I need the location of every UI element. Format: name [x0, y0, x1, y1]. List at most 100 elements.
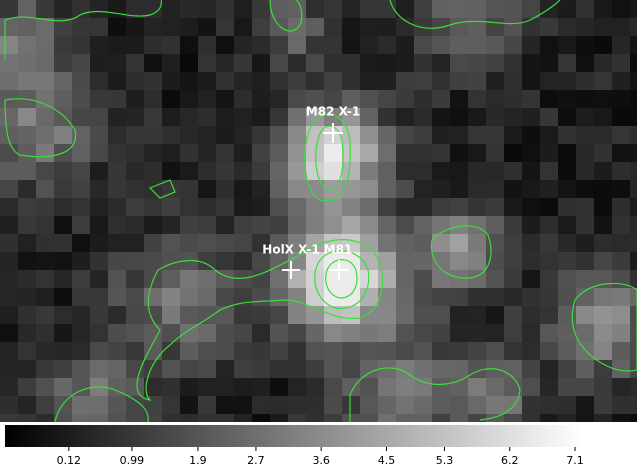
pixel	[324, 162, 342, 180]
pixel	[486, 270, 504, 288]
pixel	[108, 216, 126, 234]
pixel	[180, 198, 198, 216]
pixel	[594, 216, 612, 234]
pixel	[216, 54, 234, 72]
pixel	[432, 306, 450, 324]
pixel	[198, 180, 216, 198]
pixel	[198, 54, 216, 72]
pixel	[324, 396, 342, 414]
pixel	[558, 198, 576, 216]
pixel	[558, 342, 576, 360]
pixel	[144, 252, 162, 270]
pixel	[216, 18, 234, 36]
pixel	[18, 126, 36, 144]
pixel	[450, 18, 468, 36]
pixel	[198, 252, 216, 270]
pixel	[468, 108, 486, 126]
pixel	[18, 18, 36, 36]
pixel	[234, 180, 252, 198]
pixel	[252, 162, 270, 180]
pixel	[360, 378, 378, 396]
pixel	[144, 342, 162, 360]
pixel	[162, 144, 180, 162]
pixel	[450, 198, 468, 216]
pixel	[108, 18, 126, 36]
pixel	[180, 72, 198, 90]
pixel	[216, 180, 234, 198]
pixel	[234, 72, 252, 90]
pixel	[612, 90, 630, 108]
pixel	[342, 18, 360, 36]
pixel	[198, 0, 216, 18]
pixel	[630, 198, 637, 216]
pixel	[90, 0, 108, 18]
pixel	[576, 324, 594, 342]
pixel	[540, 126, 558, 144]
pixel	[468, 36, 486, 54]
pixel	[252, 90, 270, 108]
pixel	[306, 126, 324, 144]
pixel	[234, 162, 252, 180]
pixel	[288, 90, 306, 108]
pixel	[360, 72, 378, 90]
pixel	[468, 234, 486, 252]
pixel	[144, 414, 162, 422]
pixel	[360, 90, 378, 108]
pixel	[54, 216, 72, 234]
pixel	[180, 36, 198, 54]
pixel	[468, 162, 486, 180]
pixel	[234, 414, 252, 422]
pixel	[468, 216, 486, 234]
pixel	[576, 90, 594, 108]
pixel	[468, 198, 486, 216]
pixel	[108, 324, 126, 342]
pixel	[504, 216, 522, 234]
pixel	[126, 378, 144, 396]
pixel	[378, 90, 396, 108]
pixel	[378, 414, 396, 422]
pixel	[216, 0, 234, 18]
pixel	[378, 270, 396, 288]
pixel	[18, 198, 36, 216]
pixel	[252, 342, 270, 360]
pixel	[0, 72, 18, 90]
pixel	[558, 288, 576, 306]
pixel	[540, 54, 558, 72]
pixel	[36, 54, 54, 72]
pixel	[288, 36, 306, 54]
pixel	[270, 180, 288, 198]
pixel	[0, 0, 18, 18]
pixel	[108, 306, 126, 324]
pixel	[36, 342, 54, 360]
pixel	[504, 414, 522, 422]
pixel	[378, 162, 396, 180]
pixel	[414, 54, 432, 72]
pixel	[18, 360, 36, 378]
pixel	[540, 18, 558, 36]
pixel	[342, 414, 360, 422]
pixel	[468, 288, 486, 306]
pixel	[522, 396, 540, 414]
pixel	[522, 0, 540, 18]
pixel	[432, 270, 450, 288]
pixel	[306, 162, 324, 180]
pixel	[486, 162, 504, 180]
pixel	[630, 270, 637, 288]
pixel	[126, 90, 144, 108]
pixel	[396, 36, 414, 54]
pixel	[234, 324, 252, 342]
pixel	[324, 378, 342, 396]
pixel	[126, 324, 144, 342]
pixel	[450, 180, 468, 198]
pixel	[72, 306, 90, 324]
pixel	[414, 270, 432, 288]
pixel	[504, 324, 522, 342]
pixel	[198, 324, 216, 342]
pixel	[576, 198, 594, 216]
pixel	[234, 198, 252, 216]
pixel	[54, 360, 72, 378]
pixel	[396, 342, 414, 360]
pixel	[612, 126, 630, 144]
pixel	[198, 18, 216, 36]
pixel	[108, 36, 126, 54]
